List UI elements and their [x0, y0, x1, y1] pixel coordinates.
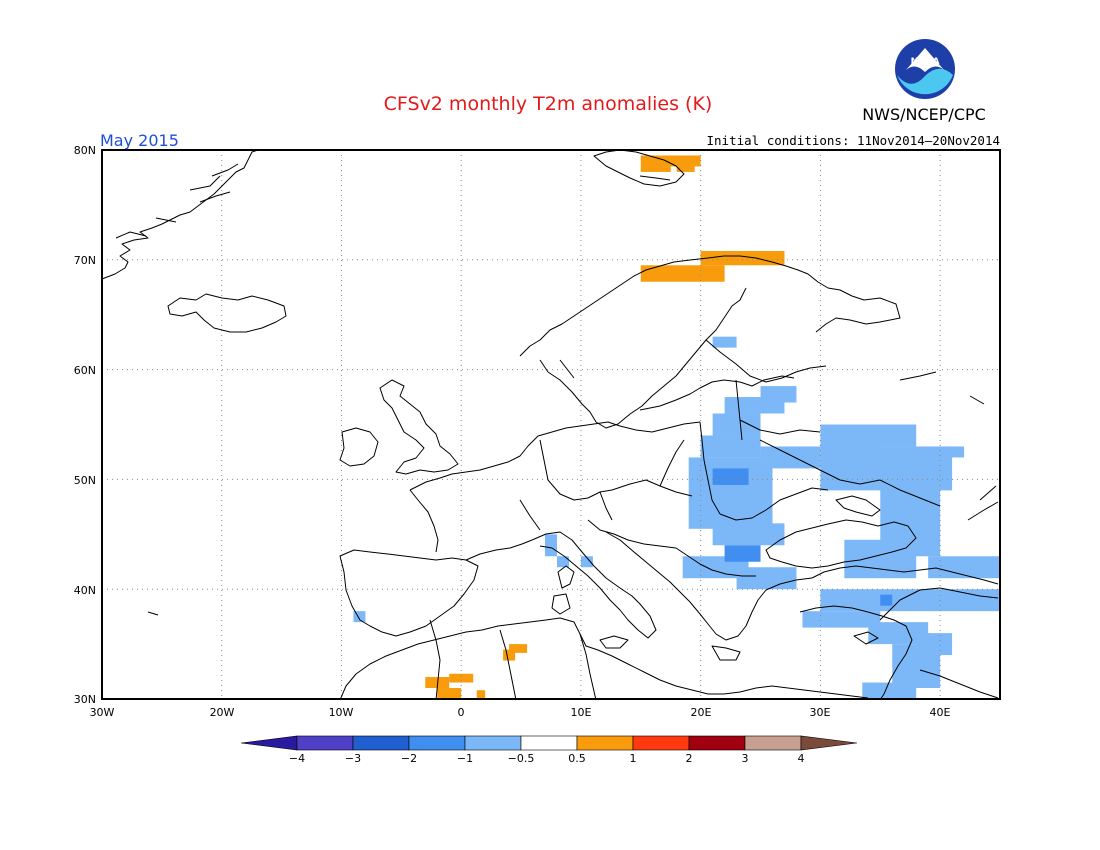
anomaly-cell [676, 160, 695, 172]
anomaly-cell [700, 435, 761, 458]
logo-text: NOAA [911, 57, 940, 67]
lat-tick-40: 40N [74, 584, 96, 597]
anomaly-cell [940, 446, 965, 458]
colorbar-swatch [632, 735, 690, 751]
colorbar-label-m3: −3 [345, 752, 361, 765]
anomaly-cell [712, 523, 785, 546]
anomaly-cell [802, 611, 881, 628]
map-frame [101, 149, 1001, 700]
anomaly-cell [476, 690, 486, 699]
colorbar-swatch [744, 735, 802, 751]
initial-conditions: Initial conditions: 11Nov2014–20Nov2014 [707, 133, 1001, 148]
colorbar-swatch [296, 735, 354, 751]
lon-tick-0: 0 [458, 706, 465, 719]
anomaly-cell [712, 336, 737, 348]
anomaly-cell [892, 644, 941, 689]
anomaly-cell [868, 622, 929, 645]
lat-tick-60: 60N [74, 364, 96, 377]
anomaly-cell [844, 539, 917, 579]
lat-tick-labels: 80N 70N 60N 50N 40N 30N [74, 144, 96, 706]
colorbar-label-m2: −2 [401, 752, 417, 765]
anomaly-cell [856, 424, 917, 447]
anomaly-cell [880, 594, 893, 606]
colorbar-label-p05: 0.5 [568, 752, 586, 765]
lon-tick-40e: 40E [930, 706, 951, 719]
anomaly-cell [724, 545, 761, 562]
lon-tick-10w: 10W [329, 706, 354, 719]
forecast-month: May 2015 [100, 131, 179, 150]
lat-tick-30: 30N [74, 693, 96, 706]
anomaly-cell [640, 166, 671, 172]
lon-tick-20w: 20W [210, 706, 235, 719]
colorbar-swatch [688, 735, 746, 751]
lat-tick-50: 50N [74, 474, 96, 487]
lon-tick-20e: 20E [691, 706, 712, 719]
anomaly-cell [437, 688, 462, 699]
colorbar-label-m1: −1 [457, 752, 473, 765]
lon-tick-30e: 30E [810, 706, 831, 719]
anomaly-cell [820, 589, 1000, 612]
anomaly-cell [503, 649, 516, 661]
lon-tick-30w: 30W [90, 706, 115, 719]
anomaly-cell [712, 468, 749, 485]
anomaly-cell [353, 611, 366, 623]
colorbar-label-p1: 1 [630, 752, 637, 765]
colorbar-swatch [352, 735, 410, 751]
anomaly-cell [580, 556, 593, 568]
anomaly-cell [640, 265, 725, 282]
map-title: CFSv2 monthly T2m anomalies (K) [384, 93, 713, 115]
colorbar [240, 735, 858, 751]
lon-tick-10e: 10E [571, 706, 592, 719]
colorbar-swatch [464, 735, 522, 751]
anomaly-shading [353, 155, 1000, 699]
lat-tick-70: 70N [74, 254, 96, 267]
anomaly-cell [724, 397, 785, 414]
lat-tick-80: 80N [74, 144, 96, 157]
agency-label: NWS/NCEP/CPC [862, 105, 986, 124]
anomaly-cell [640, 155, 701, 167]
colorbar-label-p4: 4 [798, 752, 805, 765]
anomaly-cell [862, 682, 917, 699]
colorbar-label-p3: 3 [742, 752, 749, 765]
lon-tick-labels: 30W 20W 10W 0 10E 20E 30E 40E [90, 706, 951, 719]
anomaly-cell [928, 556, 1000, 579]
colorbar-over-arrow [800, 735, 858, 751]
anomaly-cell [449, 673, 474, 683]
colorbar-swatch [520, 735, 578, 751]
noaa-logo: NOAA [895, 39, 955, 99]
anomaly-cell [712, 413, 761, 436]
colorbar-label-m4: −4 [289, 752, 305, 765]
anomaly-cell [545, 534, 557, 557]
colorbar-swatch [576, 735, 634, 751]
colorbar-label-p2: 2 [686, 752, 693, 765]
colorbar-under-arrow [240, 735, 298, 751]
coastlines [101, 149, 999, 701]
anomaly-cell [509, 644, 528, 653]
anomaly-cell [556, 556, 569, 568]
colorbar-labels: −4 −3 −2 −1 −0.5 0.5 1 2 3 4 [289, 752, 805, 765]
colorbar-label-m05: −0.5 [508, 752, 535, 765]
colorbar-swatch [408, 735, 466, 751]
